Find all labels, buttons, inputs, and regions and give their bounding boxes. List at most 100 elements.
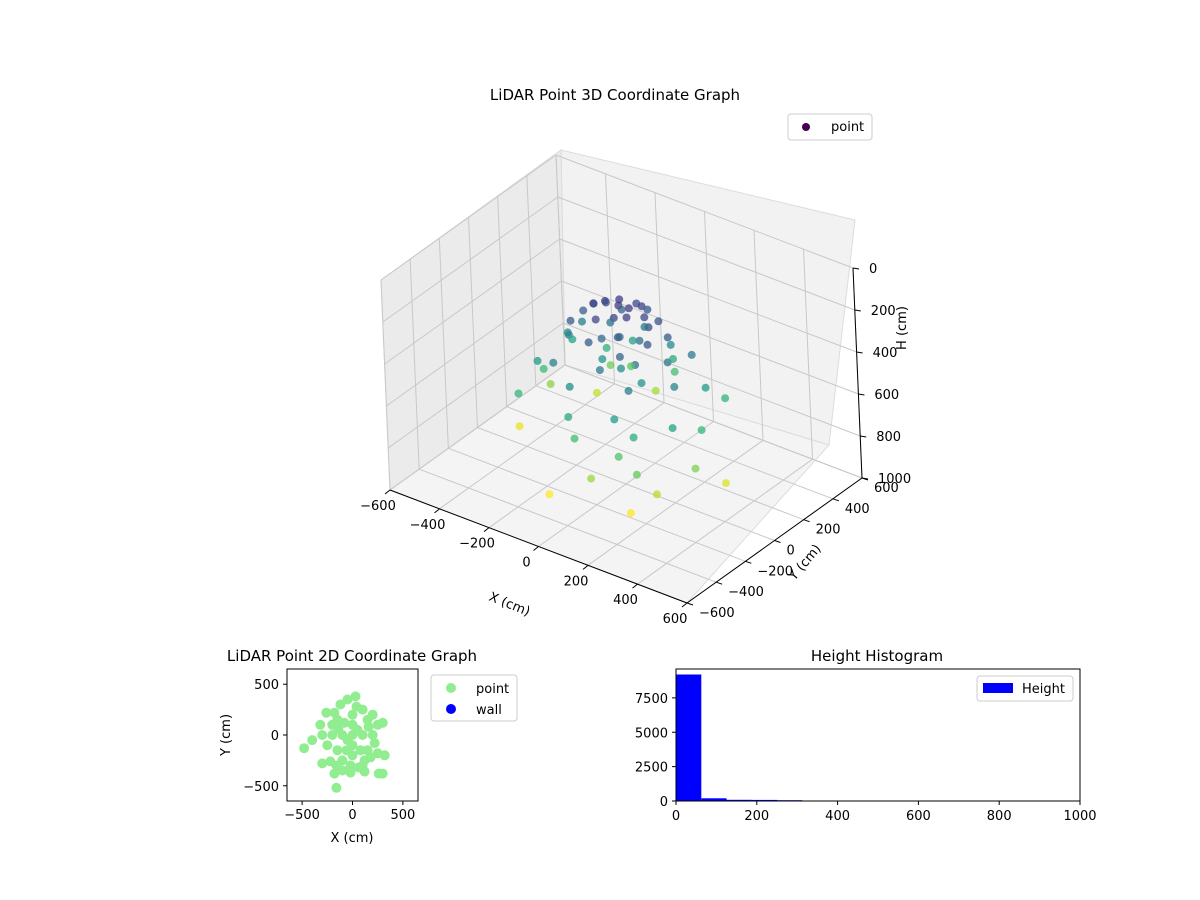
data-point-3d <box>653 490 661 499</box>
data-point-3d <box>640 313 649 322</box>
data-point-2d <box>377 717 388 728</box>
z-tick-3d <box>856 351 863 354</box>
data-point-2d <box>331 782 342 793</box>
ticks-3d: −600 −400 −200 0 200 400 600 −600 −400 −200 0 200 40… <box>360 262 911 627</box>
data-point-2d <box>307 735 318 746</box>
data-point-3d <box>614 452 623 461</box>
grid-line <box>409 259 420 470</box>
y-axis-label-2d: Y (cm) <box>219 714 234 757</box>
plot-frame-2d <box>286 668 419 802</box>
grid-line <box>386 280 562 407</box>
chart-2d: LiDAR Point 2D Coordinate Graph −500−500… <box>219 647 518 846</box>
grid-line <box>561 280 859 395</box>
data-point-3d <box>515 422 524 431</box>
data-point-3d <box>637 379 646 388</box>
legend-3d-box <box>787 113 873 141</box>
data-point-3d <box>651 386 660 395</box>
data-point-3d <box>628 336 637 345</box>
x-tick-label-3d: 200 <box>564 574 589 589</box>
y-tick-label-histogram: 2500 <box>635 761 668 776</box>
y-tick-label-histogram: 5000 <box>635 726 668 741</box>
y-tick-label-2d: 0 <box>271 729 279 744</box>
data-point-2d <box>329 768 340 779</box>
data-point-3d <box>670 382 679 391</box>
y-tick-label-3d: 200 <box>816 523 841 538</box>
y-tick-label-3d: −200 <box>757 564 793 579</box>
y-tick-label-3d: 400 <box>845 502 870 517</box>
histogram-bar <box>726 799 752 801</box>
data-point-3d <box>721 394 730 403</box>
x-tick-label-histogram: 0 <box>672 809 680 824</box>
data-point-2d <box>339 717 350 728</box>
x-tick-label-2d: −500 <box>284 808 320 823</box>
data-point-3d <box>617 305 626 314</box>
legend-2d-wall-label: wall <box>476 703 502 718</box>
data-point-3d <box>564 413 573 421</box>
x-tick-3d <box>681 602 688 608</box>
x-axis-label-2d: X (cm) <box>331 831 374 846</box>
grid-line <box>384 238 560 365</box>
chart-3d: LiDAR Point 3D Coordinate Graph −600 −400… <box>360 86 911 627</box>
data-point-3d <box>626 509 635 518</box>
y-tick-label-histogram: 7500 <box>635 692 668 707</box>
plot-frame-histogram <box>675 668 1081 802</box>
data-point-3d <box>722 479 730 488</box>
x-tick-label-3d: −200 <box>459 537 495 552</box>
z-tick-3d <box>861 477 869 480</box>
data-point-2d <box>331 760 342 771</box>
z-tick-3d <box>854 309 861 312</box>
data-point-3d <box>606 318 615 327</box>
data-point-3d <box>654 317 663 326</box>
data-point-2d <box>345 760 356 771</box>
data-point-2d <box>351 701 362 712</box>
data-point-3d <box>663 333 672 342</box>
legend-2d-point-label: point <box>476 682 509 697</box>
y-tick-label-3d: 600 <box>874 481 899 496</box>
y-tick-label-histogram: 0 <box>660 795 668 810</box>
grid-line <box>753 230 764 441</box>
data-point-3d <box>668 424 677 433</box>
grid-line <box>506 406 804 521</box>
data-point-3d <box>587 474 596 483</box>
grid-line <box>497 196 508 407</box>
data-point-3d <box>666 340 675 349</box>
x-tick-3d <box>582 564 589 570</box>
histogram-ticks: 0 200 400 600 800 1000 0 2500 5000 7500 <box>635 692 1097 824</box>
x-tick-3d <box>533 546 539 551</box>
data-point-2d <box>327 730 338 740</box>
data-point-3d <box>602 343 611 352</box>
x-tick-label-histogram: 800 <box>987 809 1012 824</box>
data-point-3d <box>615 295 624 304</box>
legend-histogram-box <box>976 675 1074 702</box>
data-point-3d <box>669 355 677 363</box>
data-point-3d <box>549 358 558 367</box>
data-point-3d <box>598 355 607 364</box>
data-point-3d <box>595 366 604 375</box>
x-tick-label-histogram: 600 <box>906 809 931 824</box>
data-point-3d <box>624 386 633 395</box>
grid-line <box>380 279 391 491</box>
data-point-3d <box>687 350 696 359</box>
z-tick-label-3d: 800 <box>876 430 901 445</box>
data-point-3d <box>570 434 579 443</box>
data-point-3d <box>632 299 641 308</box>
grid-line <box>468 217 478 428</box>
data-point-3d <box>635 336 644 345</box>
grid-line <box>704 211 714 422</box>
y-tick-3d <box>686 602 694 606</box>
z-tick-label-3d: 0 <box>869 262 877 277</box>
data-point-3d <box>568 335 577 344</box>
legend-2d: point wall <box>430 674 518 722</box>
z-tick-label-3d: 600 <box>874 388 899 403</box>
legend-histogram-label: Height <box>1022 682 1065 697</box>
data-point-3d <box>627 362 635 371</box>
grid-line <box>380 154 557 281</box>
data-point-2d <box>347 709 358 720</box>
data-point-3d <box>589 299 598 308</box>
data-point-3d <box>539 364 548 373</box>
y-tick-3d <box>774 540 781 543</box>
histogram-bar <box>751 799 778 801</box>
x-tick-3d <box>632 583 638 589</box>
grid-line <box>418 468 717 583</box>
